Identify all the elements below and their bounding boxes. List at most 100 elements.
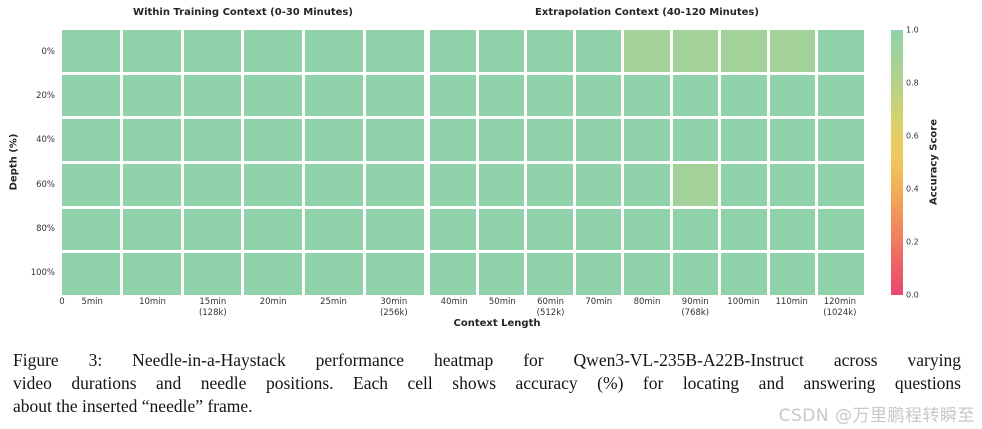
heatmap-cell (244, 253, 303, 295)
right-panel-title: Extrapolation Context (40-120 Minutes) (535, 7, 759, 18)
heatmap-cell (244, 119, 303, 161)
x-tick-label: 20min (259, 297, 287, 307)
heatmap-cell (769, 74, 816, 117)
heatmap-cell (575, 208, 622, 251)
left-panel-title: Within Training Context (0-30 Minutes) (133, 7, 353, 18)
heatmap-cell (430, 253, 476, 295)
heatmap-cell (818, 208, 864, 251)
heatmap-cell (527, 253, 573, 295)
heatmap-cell (244, 163, 303, 206)
heatmap-cell (122, 119, 181, 161)
heatmap-cell (183, 30, 242, 72)
heatmap-cell (183, 163, 242, 206)
heatmap-panel-extrapolation (430, 30, 864, 295)
heatmap-cell (183, 74, 242, 117)
colorbar-tick-label: 0.0 (906, 290, 919, 300)
heatmap-cell (430, 119, 476, 161)
heatmap-cell (305, 253, 364, 295)
x-tick-label: 60min (512k) (536, 297, 565, 318)
csdn-watermark: CSDN @万里鹏程转瞬至 (778, 406, 975, 426)
heatmap-cell (62, 253, 120, 295)
heatmap-cell (818, 163, 864, 206)
heatmap-cell (62, 74, 120, 117)
heatmap-cell (818, 74, 864, 117)
y-tick-label: 80% (36, 223, 55, 234)
heatmap-panel-within-training (62, 30, 424, 295)
heatmap-cell (478, 74, 525, 117)
heatmap-cell (721, 253, 767, 295)
heatmap-cell (624, 30, 670, 72)
heatmap-cell (672, 253, 719, 295)
x-tick-label: 120min (1024k) (823, 297, 857, 318)
heatmap-cell (624, 208, 670, 251)
heatmap-cell (183, 119, 242, 161)
heatmap-cell (575, 74, 622, 117)
colorbar-tick-label: 0.4 (906, 184, 919, 194)
heatmap-cell (575, 163, 622, 206)
heatmap-cell (672, 30, 719, 72)
heatmap-cell (478, 163, 525, 206)
heatmap-cell (122, 208, 181, 251)
heatmap-cell (478, 253, 525, 295)
heatmap-cell (122, 253, 181, 295)
heatmap-cell (183, 208, 242, 251)
caption-line: Figure 3: Needle-in-a-Haystack performan… (13, 350, 961, 370)
heatmap-cell (183, 253, 242, 295)
caption-line: about the inserted “needle” frame. (13, 396, 253, 416)
heatmap-cell (366, 74, 424, 117)
heatmap-cell (305, 208, 364, 251)
x-tick-label: 110min (775, 297, 808, 307)
heatmap-cell (672, 163, 719, 206)
heatmap-cell (769, 163, 816, 206)
x-tick-label: 30min (256k) (379, 297, 408, 318)
heatmap-cell (366, 163, 424, 206)
heatmap-cell (818, 119, 864, 161)
heatmap-cell (366, 253, 424, 295)
heatmap-cell (721, 163, 767, 206)
heatmap-cell (527, 119, 573, 161)
heatmap-cell (721, 119, 767, 161)
x-axis-label: Context Length (453, 318, 541, 329)
heatmap-cell (478, 208, 525, 251)
heatmap-cell (244, 74, 303, 117)
heatmap-cell (430, 208, 476, 251)
x-tick-label: 40min (440, 297, 468, 307)
x-tick-label: 100min (727, 297, 760, 307)
heatmap-cell (62, 119, 120, 161)
x-tick-label: 0 (59, 297, 65, 307)
heatmap-cell (305, 119, 364, 161)
heatmap-cell (62, 208, 120, 251)
heatmap-cell (624, 253, 670, 295)
x-tick-label: 50min (488, 297, 516, 307)
heatmap-cell (244, 30, 303, 72)
heatmap-cell (305, 30, 364, 72)
x-tick-label: 70min (585, 297, 613, 307)
heatmap-cell (478, 119, 525, 161)
colorbar-tick-label: 1.0 (906, 25, 919, 35)
heatmap-cell (366, 119, 424, 161)
heatmap-cell (122, 163, 181, 206)
heatmap-cell (527, 163, 573, 206)
heatmap-cell (575, 119, 622, 161)
x-tick-label: 10min (139, 297, 166, 307)
x-tick-label: 15min (128k) (198, 297, 227, 318)
heatmap-cell (366, 208, 424, 251)
colorbar (891, 30, 903, 295)
heatmap-cell (430, 163, 476, 206)
y-tick-label: 60% (36, 179, 55, 190)
heatmap-cell (575, 253, 622, 295)
heatmap-cell (122, 74, 181, 117)
colorbar-tick-label: 0.8 (906, 78, 919, 88)
heatmap-cell (430, 30, 476, 72)
colorbar-tick-label: 0.2 (906, 237, 919, 247)
heatmap-cell (769, 208, 816, 251)
heatmap-cell (624, 74, 670, 117)
heatmap-cell (527, 208, 573, 251)
caption-line: video durations and needle positions. Ea… (13, 373, 961, 393)
heatmap-cell (366, 30, 424, 72)
heatmap-cell (62, 163, 120, 206)
colorbar-label: Accuracy Score (928, 118, 940, 206)
y-tick-label: 40% (36, 135, 55, 146)
heatmap-cell (624, 163, 670, 206)
heatmap-cell (527, 30, 573, 72)
